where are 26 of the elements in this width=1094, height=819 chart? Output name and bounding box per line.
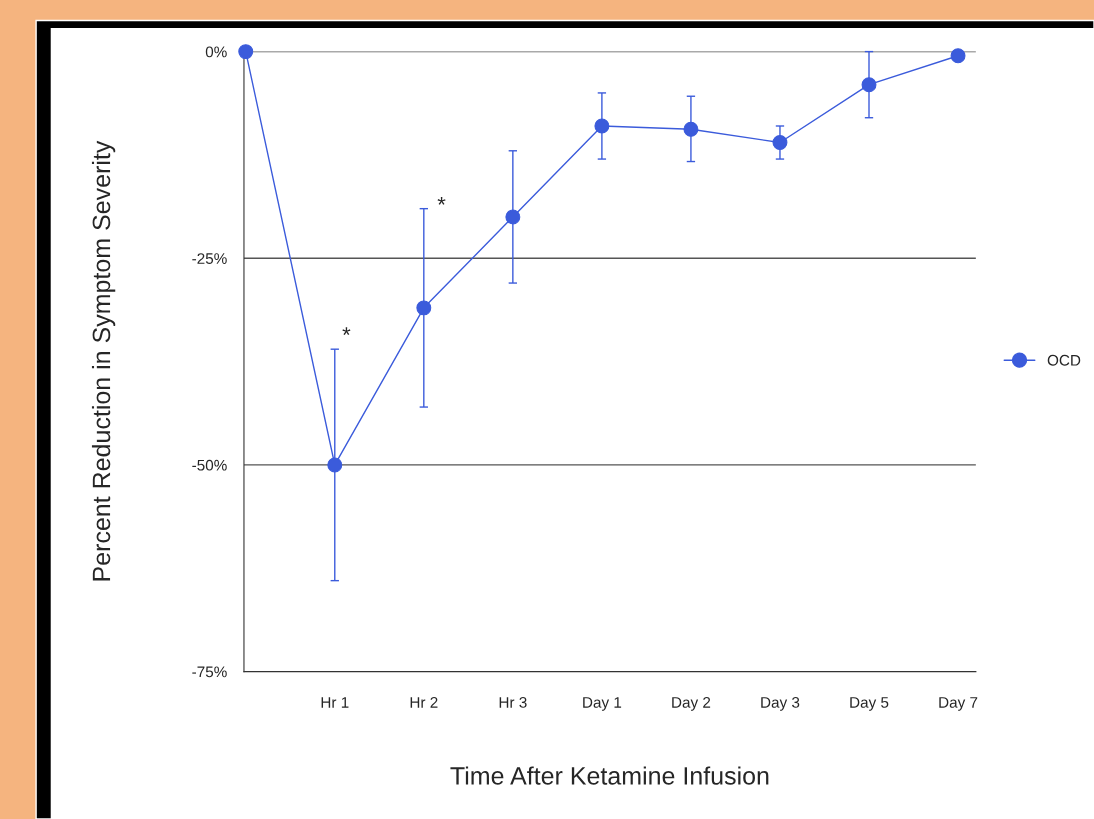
x-axis-title: Time After Ketamine Infusion — [450, 766, 769, 785]
point — [327, 457, 343, 473]
y-tick-label: 0% — [205, 46, 227, 58]
x-tick-label: Hr 2 — [410, 696, 438, 708]
point — [950, 48, 966, 64]
x-tick-label: Day 2 — [672, 696, 711, 711]
x-tick-label: Day 7 — [939, 697, 978, 711]
annotation: * — [342, 327, 351, 336]
point — [683, 121, 699, 137]
point — [505, 209, 521, 225]
annotation: * — [437, 197, 446, 205]
x-tick-label: Day 3 — [761, 696, 800, 711]
legend-label: OCD — [1047, 354, 1081, 366]
x-tick-label: Hr 1 — [321, 697, 349, 708]
point — [772, 135, 788, 150]
x-tick-label: Hr 3 — [499, 696, 527, 708]
y-axis-title: Percent Reduction in Symptom Severity — [91, 140, 116, 581]
x-tick-label: Day 1 — [583, 697, 622, 711]
y-tick-label: -75% — [192, 666, 227, 678]
y-tick-label: -50% — [192, 459, 227, 471]
point — [861, 77, 877, 93]
point — [238, 44, 254, 60]
x-tick-label: Day 5 — [850, 697, 889, 711]
point — [594, 118, 610, 134]
y-tick-label: -25% — [192, 253, 227, 264]
point — [416, 300, 432, 316]
